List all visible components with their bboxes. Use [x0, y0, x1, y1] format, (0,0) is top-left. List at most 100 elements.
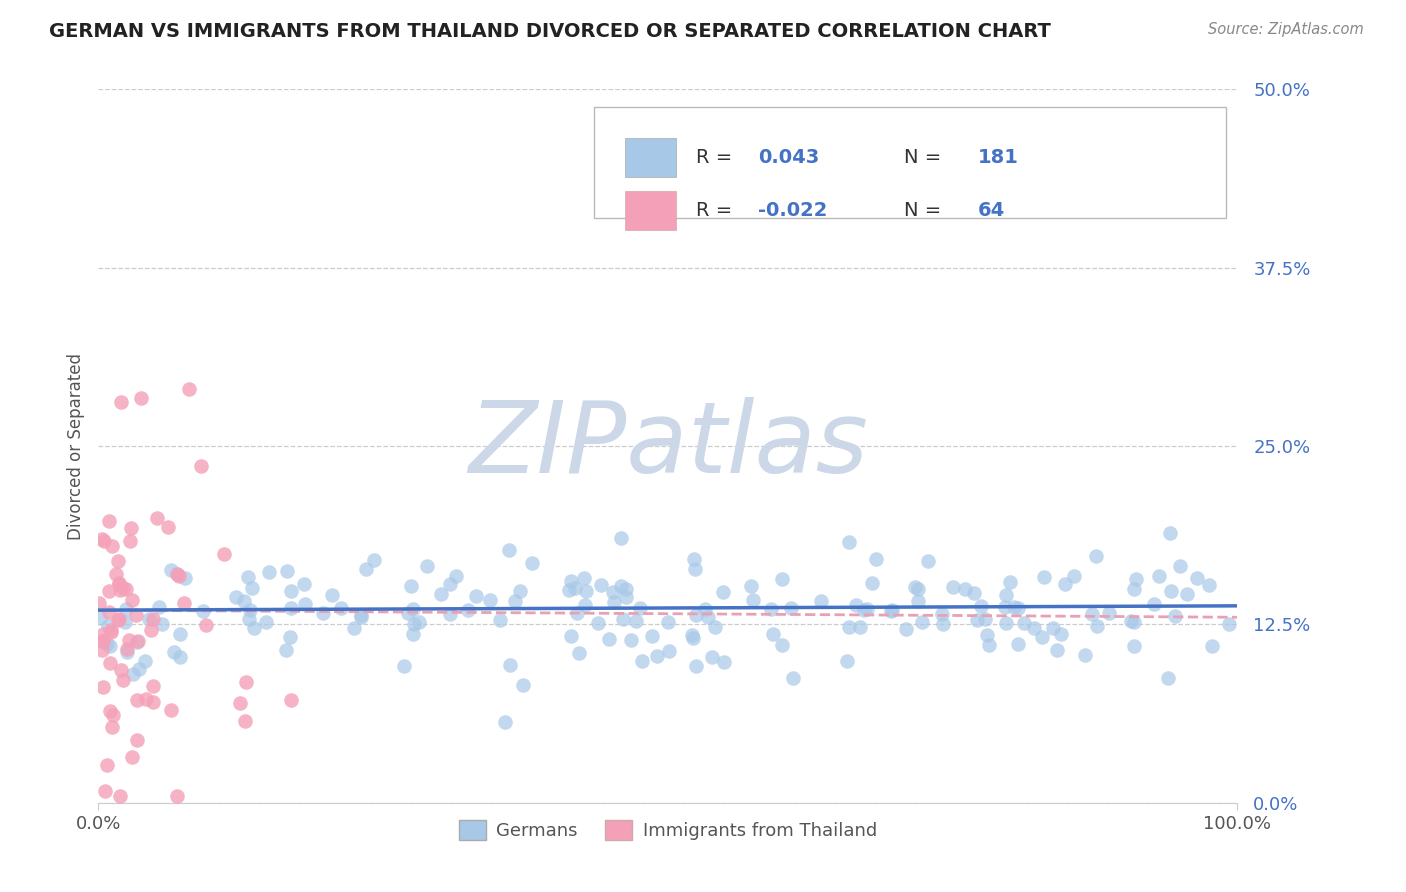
Germans [966, 613, 988, 627]
Y-axis label: Divorced or Separated: Divorced or Separated [66, 352, 84, 540]
Immigrants from Thailand [97, 605, 120, 619]
Germans [612, 612, 634, 626]
Germans [603, 595, 626, 609]
Germans [169, 650, 191, 665]
Germans [759, 601, 782, 615]
Germans [354, 562, 377, 576]
Germans [696, 609, 718, 624]
Immigrants from Thailand [173, 596, 195, 610]
Germans [350, 608, 373, 623]
Text: 64: 64 [977, 202, 1005, 220]
Germans [970, 599, 993, 614]
Immigrants from Thailand [142, 696, 165, 710]
Germans [522, 556, 544, 570]
Germans [810, 593, 832, 607]
Germans [683, 562, 706, 576]
Germans [942, 580, 965, 594]
Germans [565, 606, 588, 620]
Germans [904, 580, 927, 594]
Germans [979, 638, 1001, 652]
Germans [931, 607, 953, 621]
Germans [932, 616, 955, 631]
Germans [160, 563, 183, 577]
Germans [1031, 630, 1053, 644]
Germans [115, 645, 138, 659]
Germans [399, 579, 422, 593]
Germans [564, 581, 586, 595]
FancyBboxPatch shape [593, 107, 1226, 218]
Immigrants from Thailand [120, 521, 142, 535]
Germans [860, 575, 883, 590]
Germans [626, 614, 648, 628]
Germans [292, 576, 315, 591]
Germans [994, 600, 1017, 615]
Germans [849, 620, 872, 634]
Germans [770, 573, 793, 587]
Immigrants from Thailand [108, 582, 131, 597]
Immigrants from Thailand [190, 458, 212, 473]
Germans [711, 585, 734, 599]
Bar [624, 191, 676, 230]
Text: Source: ZipAtlas.com: Source: ZipAtlas.com [1208, 22, 1364, 37]
Germans [503, 594, 526, 608]
Germans [457, 603, 479, 617]
Immigrants from Thailand [177, 382, 200, 396]
Germans [312, 606, 335, 620]
Germans [128, 662, 150, 676]
Germans [614, 591, 637, 605]
Immigrants from Thailand [100, 624, 122, 639]
Germans [350, 609, 373, 624]
Germans [402, 626, 425, 640]
Text: R =: R = [696, 148, 738, 167]
Germans [392, 659, 415, 673]
Germans [276, 564, 298, 578]
Germans [1074, 648, 1097, 663]
Germans [598, 632, 620, 646]
Germans [499, 658, 522, 673]
Germans [1122, 615, 1144, 629]
Immigrants from Thailand [166, 789, 188, 803]
Germans [560, 574, 582, 588]
Immigrants from Thailand [89, 596, 111, 610]
Germans [464, 589, 486, 603]
Germans [138, 612, 160, 626]
Germans [166, 567, 188, 582]
Immigrants from Thailand [194, 617, 217, 632]
Germans [657, 615, 679, 629]
Immigrants from Thailand [98, 704, 121, 718]
Germans [1119, 615, 1142, 629]
Text: ZIPatlas: ZIPatlas [468, 398, 868, 494]
Germans [838, 620, 860, 634]
Germans [280, 601, 302, 615]
Germans [1022, 621, 1045, 635]
Germans [907, 594, 929, 608]
Immigrants from Thailand [125, 608, 148, 623]
Immigrants from Thailand [108, 789, 131, 803]
Germans [1081, 607, 1104, 621]
Germans [1159, 525, 1181, 540]
Germans [1187, 572, 1209, 586]
Germans [444, 569, 467, 583]
Immigrants from Thailand [127, 634, 149, 648]
Immigrants from Thailand [107, 554, 129, 568]
Immigrants from Thailand [108, 612, 131, 626]
Germans [845, 598, 868, 612]
Germans [770, 638, 793, 652]
Germans [641, 629, 664, 643]
Immigrants from Thailand [141, 623, 163, 637]
Germans [700, 650, 723, 665]
Germans [693, 602, 716, 616]
Germans [782, 671, 804, 685]
Germans [174, 571, 197, 585]
Germans [762, 626, 785, 640]
Germans [574, 598, 596, 612]
Bar [624, 137, 676, 177]
Germans [1201, 639, 1223, 653]
Immigrants from Thailand [235, 674, 257, 689]
Immigrants from Thailand [96, 757, 118, 772]
Germans [1085, 618, 1108, 632]
Germans [100, 639, 122, 653]
Immigrants from Thailand [91, 634, 114, 648]
Immigrants from Thailand [160, 703, 183, 717]
Immigrants from Thailand [108, 576, 131, 591]
